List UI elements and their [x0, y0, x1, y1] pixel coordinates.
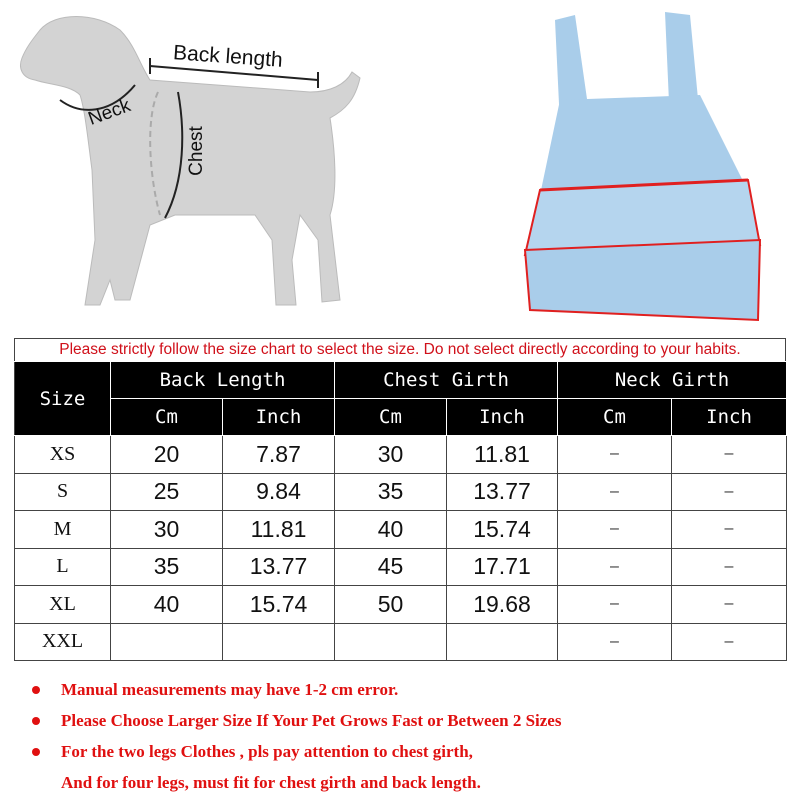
value-cell: 30	[334, 435, 447, 474]
note-text: For the two legs Clothes , pls pay atten…	[61, 742, 473, 761]
value-cell: 35	[334, 472, 447, 511]
unit-header: Cm	[334, 398, 447, 436]
note-text: Please Choose Larger Size If Your Pet Gr…	[61, 711, 562, 730]
chest-label: Chest	[185, 126, 207, 176]
table-row: XS 20 7.87 30 11.81– –	[14, 435, 788, 474]
value-cell: –	[557, 472, 672, 511]
table-row: M 30 11.81 40 15.74– –	[14, 510, 788, 549]
table-row: XXL – –	[14, 622, 788, 661]
group-header: Back Length	[110, 361, 335, 399]
value-cell: –	[670, 510, 788, 549]
table-row: L 35 13.77 45 17.71– –	[14, 547, 788, 586]
value-cell: 30	[110, 510, 223, 549]
size-cell: XS	[14, 435, 111, 474]
unit-header: Cm	[557, 398, 672, 436]
value-cell	[110, 622, 223, 661]
value-cell: 11.81	[222, 510, 335, 549]
note-item: Please Choose Larger Size If Your Pet Gr…	[32, 705, 561, 736]
size-cell: M	[14, 510, 111, 549]
value-cell: 17.71	[446, 547, 558, 586]
value-cell: 9.84	[222, 472, 335, 511]
note-item: For the two legs Clothes , pls pay atten…	[32, 736, 561, 767]
size-cell: L	[14, 547, 111, 586]
size-cell: S	[14, 472, 111, 511]
value-cell: –	[670, 585, 788, 624]
value-cell: –	[670, 547, 788, 586]
value-cell: 40	[110, 585, 223, 624]
value-cell: –	[557, 585, 672, 624]
value-cell: 13.77	[446, 472, 558, 511]
size-header: Size	[14, 361, 111, 436]
value-cell: 15.74	[222, 585, 335, 624]
group-header: Chest Girth	[334, 361, 558, 399]
group-header: Neck Girth	[556, 361, 788, 399]
note-item: And for four legs, must fit for chest gi…	[32, 767, 561, 798]
note-text: Manual measurements may have 1-2 cm erro…	[61, 680, 399, 699]
value-cell: 50	[334, 585, 447, 624]
unit-header: Inch	[222, 398, 335, 436]
value-cell: 11.81	[446, 435, 558, 474]
value-cell: –	[557, 547, 672, 586]
value-cell: 7.87	[222, 435, 335, 474]
value-cell: 20	[110, 435, 223, 474]
notes-list: Manual measurements may have 1-2 cm erro…	[32, 674, 561, 798]
value-cell	[222, 622, 335, 661]
illustration	[20, 12, 762, 322]
value-cell: –	[670, 472, 788, 511]
table-row: S 25 9.84 35 13.77– –	[14, 472, 788, 511]
note-item: Manual measurements may have 1-2 cm erro…	[32, 674, 561, 705]
value-cell: 25	[110, 472, 223, 511]
value-cell: –	[557, 622, 672, 661]
value-cell: 40	[334, 510, 447, 549]
size-cell: XXL	[14, 622, 111, 661]
unit-header: Inch	[670, 398, 788, 436]
dog-silhouette	[20, 16, 361, 306]
value-cell: 15.74	[446, 510, 558, 549]
unit-header: Cm	[110, 398, 223, 436]
value-cell: –	[670, 622, 788, 661]
bullet-icon	[32, 748, 40, 756]
value-cell: –	[557, 510, 672, 549]
table-row: XL 40 15.74 50 19.68– –	[14, 585, 788, 624]
dress-image	[523, 12, 762, 322]
bullet-icon	[32, 686, 40, 694]
value-cell: 35	[110, 547, 223, 586]
value-cell	[334, 622, 447, 661]
size-chart-table: Size Back Length Chest Girth Neck Girth …	[14, 361, 788, 661]
size-notice: Please strictly follow the size chart to…	[14, 338, 786, 361]
note-text: And for four legs, must fit for chest gi…	[61, 773, 481, 792]
value-cell: 45	[334, 547, 447, 586]
unit-header: Inch	[446, 398, 558, 436]
size-cell: XL	[14, 585, 111, 624]
value-cell	[446, 622, 558, 661]
value-cell: –	[670, 435, 788, 474]
bullet-icon	[32, 717, 40, 725]
value-cell: –	[557, 435, 672, 474]
value-cell: 13.77	[222, 547, 335, 586]
value-cell: 19.68	[446, 585, 558, 624]
